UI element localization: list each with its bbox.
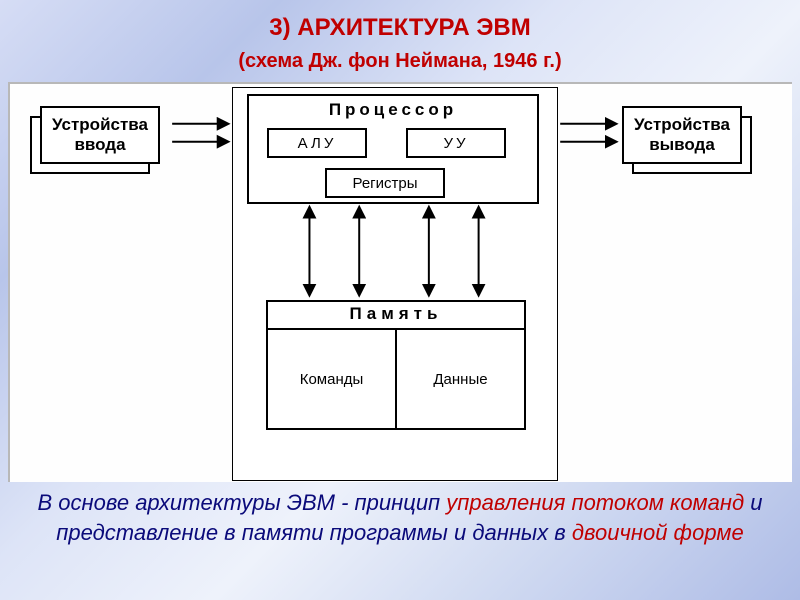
processor-title: Процессор [249, 100, 537, 120]
caption-fragment: В основе архитектуры ЭВМ - принцип [37, 490, 446, 515]
registers-box: Регистры [325, 168, 445, 198]
subtitle-text: (схема Дж. фон Неймана, 1946 г.) [238, 50, 561, 72]
input-devices-label: Устройстваввода [52, 115, 148, 154]
architecture-diagram: Устройстваввода Устройствавывода Процесс… [8, 82, 792, 482]
caption-highlight: двоичной форме [572, 520, 744, 545]
output-devices-box: Устройствавывода [622, 106, 742, 164]
output-devices-label: Устройствавывода [634, 115, 730, 154]
memory-data-cell: Данные [395, 328, 526, 430]
registers-label: Регистры [352, 175, 417, 192]
memory-commands-cell: Команды [266, 328, 397, 430]
memory-title: Память [268, 304, 524, 324]
slide-subtitle: (схема Дж. фон Неймана, 1946 г.) [0, 50, 800, 73]
caption-text: В основе архитектуры ЭВМ - принцип управ… [10, 488, 790, 547]
alu-box: АЛУ [267, 128, 367, 158]
cu-label: УУ [443, 135, 468, 152]
memory-data-label: Данные [433, 371, 487, 388]
title-text: 3) АРХИТЕКТУРА ЭВМ [269, 14, 531, 41]
caption-highlight: управления потоком команд [446, 490, 744, 515]
alu-label: АЛУ [298, 135, 337, 152]
memory-commands-label: Команды [300, 371, 364, 388]
cu-box: УУ [406, 128, 506, 158]
slide-title: 3) АРХИТЕКТУРА ЭВМ [0, 14, 800, 42]
input-devices-box: Устройстваввода [40, 106, 160, 164]
